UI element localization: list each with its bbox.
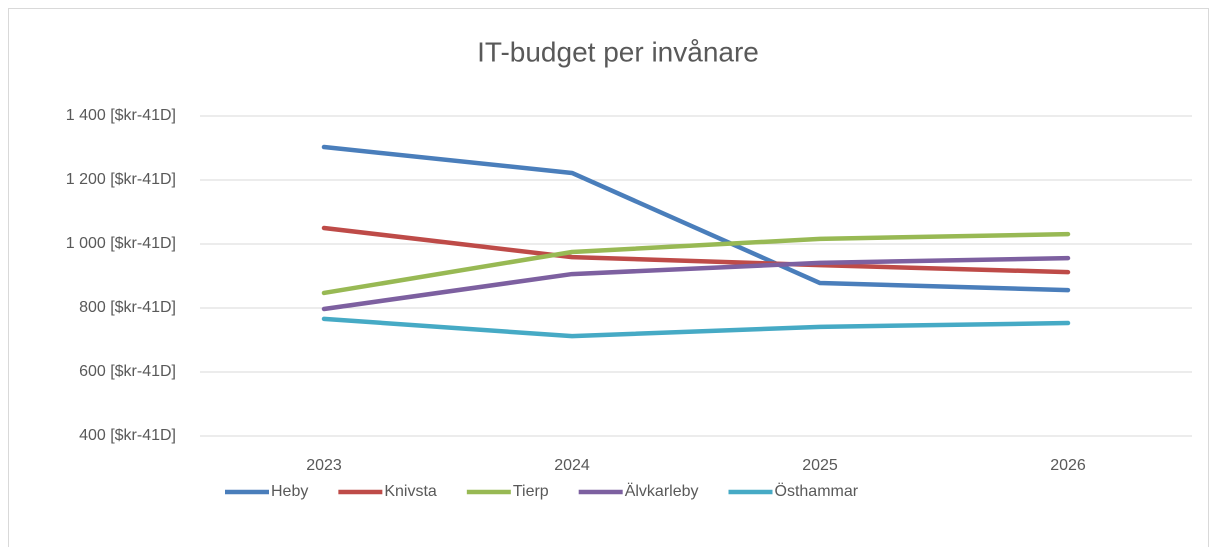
y-tick-label: 600 [$kr-41D]	[79, 363, 176, 380]
legend-label: Knivsta	[384, 483, 437, 500]
y-tick-label: 1 000 [$kr-41D]	[66, 235, 176, 252]
series-line	[321, 255, 1071, 312]
series-line	[321, 144, 1071, 293]
y-tick-label: 1 400 [$kr-41D]	[66, 107, 176, 124]
x-tick-label: 2024	[554, 457, 590, 474]
chart-title: IT-budget per invånare	[477, 36, 759, 67]
legend-label: Älvkarleby	[625, 482, 699, 500]
series-line	[321, 316, 1071, 339]
series-line	[321, 225, 1071, 275]
y-tick-label: 400 [$kr-41D]	[79, 427, 176, 444]
series-line	[321, 231, 1071, 296]
legend-label: Tierp	[513, 483, 549, 500]
chart-border	[8, 8, 1209, 547]
x-tick-label: 2026	[1050, 457, 1086, 474]
legend-label: Östhammar	[775, 482, 859, 500]
legend-label: Heby	[271, 483, 308, 500]
x-tick-label: 2023	[306, 457, 342, 474]
y-tick-label: 1 200 [$kr-41D]	[66, 171, 176, 188]
x-tick-label: 2025	[802, 457, 838, 474]
y-tick-label: 800 [$kr-41D]	[79, 299, 176, 316]
